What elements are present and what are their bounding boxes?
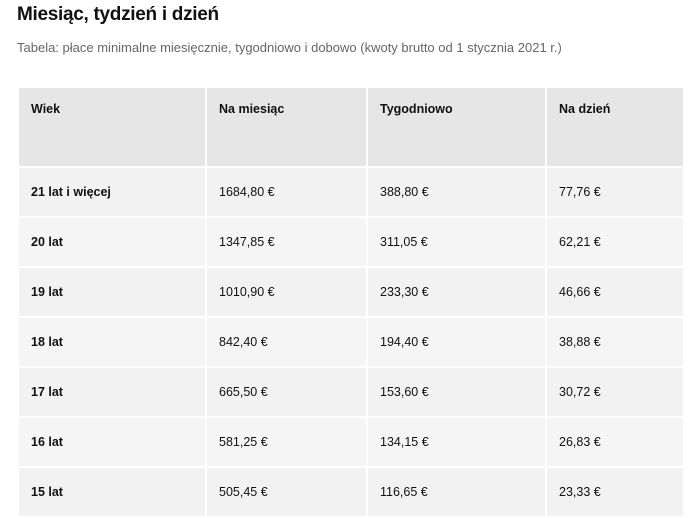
weekly-cell: 116,65 € — [366, 466, 547, 518]
age-cell: 18 lat — [17, 316, 207, 368]
daily-cell: 30,72 € — [545, 366, 685, 418]
monthly-cell: 1010,90 € — [205, 266, 368, 318]
header-monthly: Na miesiąc — [205, 86, 368, 168]
table-row: 16 lat 581,25 €134,15 €26,83 € — [17, 416, 685, 468]
monthly-cell: 505,45 € — [205, 466, 368, 518]
table-row: 17 lat 665,50 €153,60 €30,72 € — [17, 366, 685, 418]
daily-cell: 77,76 € — [545, 166, 685, 218]
daily-cell: 26,83 € — [545, 416, 685, 468]
weekly-cell: 134,15 € — [366, 416, 547, 468]
age-cell: 17 lat — [17, 366, 207, 418]
wage-table: Wiek Na miesiąc Tygodniowo Na dzień 21 l… — [17, 86, 685, 518]
table-row: 20 lat 1347,85 €311,05 €62,21 € — [17, 216, 685, 268]
age-cell: 21 lat i więcej — [17, 166, 207, 218]
table-row: 19 lat 1010,90 €233,30 €46,66 € — [17, 266, 685, 318]
header-age: Wiek — [17, 86, 207, 168]
table-row: 15 lat 505,45 €116,65 €23,33 € — [17, 466, 685, 518]
page-title: Miesiąc, tydzień i dzień — [17, 4, 219, 25]
table-row: 18 lat 842,40 €194,40 €38,88 € — [17, 316, 685, 368]
daily-cell: 23,33 € — [545, 466, 685, 518]
weekly-cell: 153,60 € — [366, 366, 547, 418]
weekly-cell: 233,30 € — [366, 266, 547, 318]
age-cell: 19 lat — [17, 266, 207, 318]
age-cell: 15 lat — [17, 466, 207, 518]
weekly-cell: 194,40 € — [366, 316, 547, 368]
header-row: Wiek Na miesiąc Tygodniowo Na dzień — [17, 86, 685, 168]
monthly-cell: 842,40 € — [205, 316, 368, 368]
table-caption: Tabela: płace minimalne miesięcznie, tyg… — [17, 40, 562, 55]
weekly-cell: 311,05 € — [366, 216, 547, 268]
daily-cell: 46,66 € — [545, 266, 685, 318]
table-row: 21 lat i więcej 1684,80 €388,80 €77,76 € — [17, 166, 685, 218]
daily-cell: 62,21 € — [545, 216, 685, 268]
monthly-cell: 581,25 € — [205, 416, 368, 468]
header-daily: Na dzień — [545, 86, 685, 168]
monthly-cell: 665,50 € — [205, 366, 368, 418]
age-cell: 16 lat — [17, 416, 207, 468]
monthly-cell: 1684,80 € — [205, 166, 368, 218]
age-cell: 20 lat — [17, 216, 207, 268]
monthly-cell: 1347,85 € — [205, 216, 368, 268]
weekly-cell: 388,80 € — [366, 166, 547, 218]
daily-cell: 38,88 € — [545, 316, 685, 368]
header-weekly: Tygodniowo — [366, 86, 547, 168]
